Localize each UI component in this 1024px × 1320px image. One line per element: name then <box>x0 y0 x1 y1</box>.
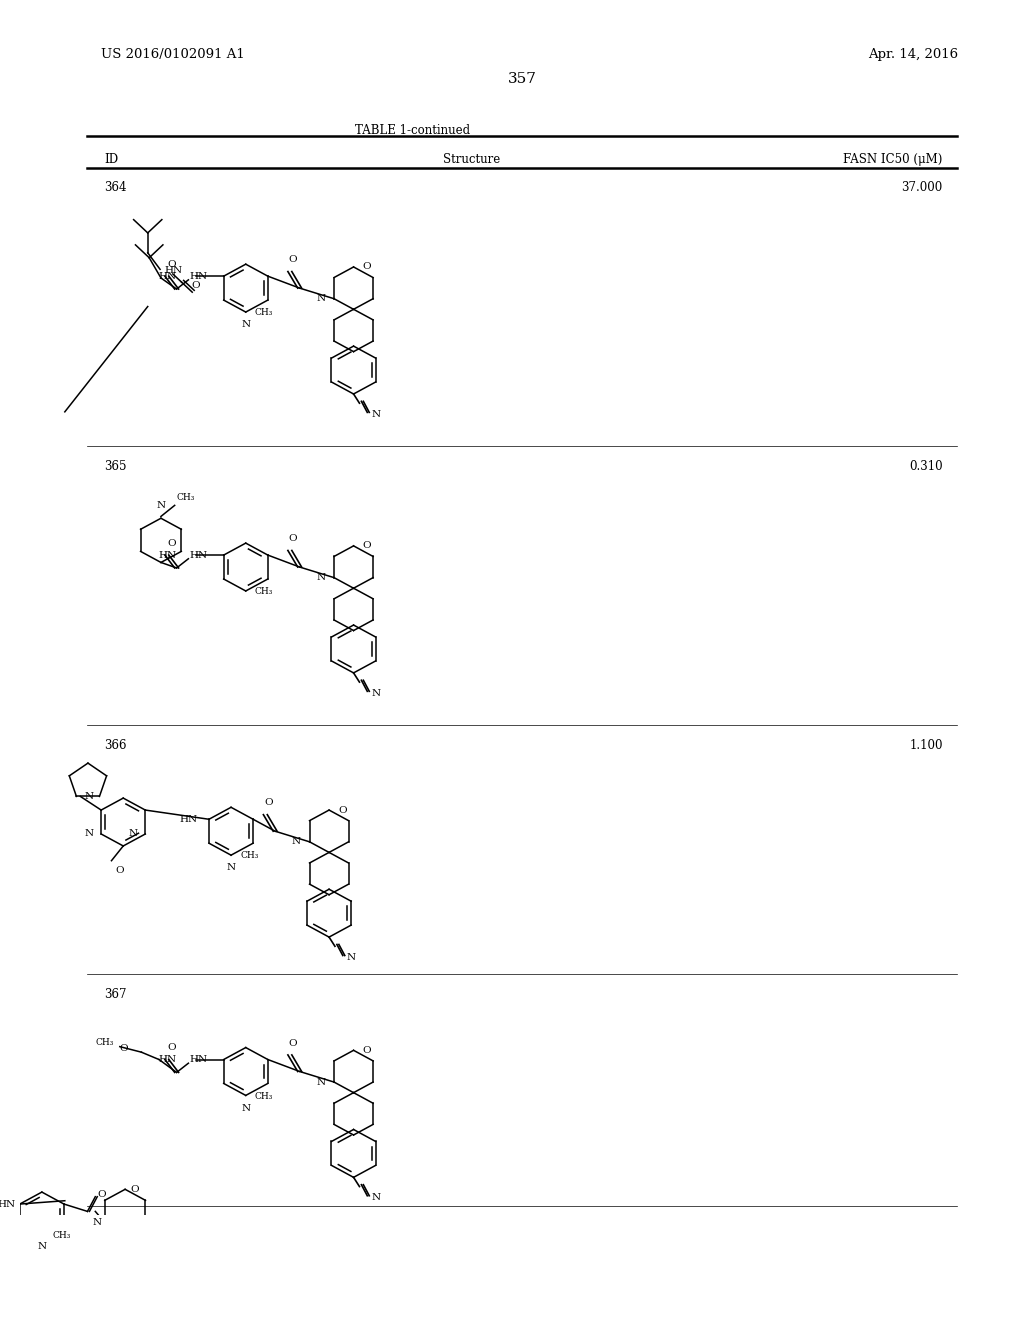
Text: HN: HN <box>0 1200 15 1209</box>
Text: O: O <box>289 255 297 264</box>
Text: N: N <box>84 792 93 801</box>
Text: US 2016/0102091 A1: US 2016/0102091 A1 <box>100 48 245 61</box>
Text: CH₃: CH₃ <box>255 1092 273 1101</box>
Text: ID: ID <box>104 153 119 166</box>
Text: 365: 365 <box>104 461 127 474</box>
Text: O: O <box>115 866 124 875</box>
Text: O: O <box>97 1191 105 1200</box>
Text: 0.310: 0.310 <box>909 461 943 474</box>
Text: HN: HN <box>159 550 176 560</box>
Text: O: O <box>289 535 297 543</box>
Text: CH₃: CH₃ <box>176 492 195 502</box>
Text: N: N <box>242 1104 250 1113</box>
Text: Apr. 14, 2016: Apr. 14, 2016 <box>868 48 958 61</box>
Text: N: N <box>128 829 137 838</box>
Text: 37.000: 37.000 <box>901 181 943 194</box>
Text: O: O <box>167 260 176 269</box>
Text: 357: 357 <box>508 71 537 86</box>
Text: N: N <box>157 502 166 510</box>
Text: N: N <box>92 1218 101 1228</box>
Text: CH₃: CH₃ <box>255 587 273 597</box>
Text: N: N <box>316 1077 326 1086</box>
Text: N: N <box>372 409 380 418</box>
Text: FASN IC50 (μM): FASN IC50 (μM) <box>844 153 943 166</box>
Text: O: O <box>167 1043 176 1052</box>
Text: O: O <box>362 541 371 550</box>
Text: O: O <box>362 263 371 272</box>
Text: N: N <box>316 294 326 304</box>
Text: O: O <box>264 799 272 808</box>
Text: N: N <box>372 1193 380 1203</box>
Text: N: N <box>292 837 301 846</box>
Text: N: N <box>242 321 250 330</box>
Text: O: O <box>119 1044 128 1053</box>
Text: N: N <box>37 1242 46 1251</box>
Text: CH₃: CH₃ <box>53 1230 72 1239</box>
Text: N: N <box>347 953 355 962</box>
Text: N: N <box>372 689 380 698</box>
Text: O: O <box>289 1039 297 1048</box>
Text: 366: 366 <box>104 739 127 752</box>
Text: O: O <box>167 539 176 548</box>
Text: O: O <box>191 281 200 290</box>
Text: HN: HN <box>164 265 182 275</box>
Text: HN: HN <box>189 272 208 281</box>
Text: CH₃: CH₃ <box>240 851 258 861</box>
Text: 364: 364 <box>104 181 127 194</box>
Text: O: O <box>131 1185 139 1193</box>
Text: HN: HN <box>179 814 198 824</box>
Text: 367: 367 <box>104 987 127 1001</box>
Text: HN: HN <box>189 1055 208 1064</box>
Text: Structure: Structure <box>442 153 500 166</box>
Text: HN: HN <box>159 272 176 281</box>
Text: HN: HN <box>159 1055 176 1064</box>
Text: 1.100: 1.100 <box>909 739 943 752</box>
Text: CH₃: CH₃ <box>95 1039 114 1048</box>
Text: N: N <box>84 829 93 838</box>
Text: N: N <box>316 573 326 582</box>
Text: TABLE 1-continued: TABLE 1-continued <box>354 124 470 137</box>
Text: HN: HN <box>189 550 208 560</box>
Text: N: N <box>226 863 236 873</box>
Text: CH₃: CH₃ <box>255 309 273 317</box>
Text: O: O <box>362 1045 371 1055</box>
Text: O: O <box>338 805 346 814</box>
